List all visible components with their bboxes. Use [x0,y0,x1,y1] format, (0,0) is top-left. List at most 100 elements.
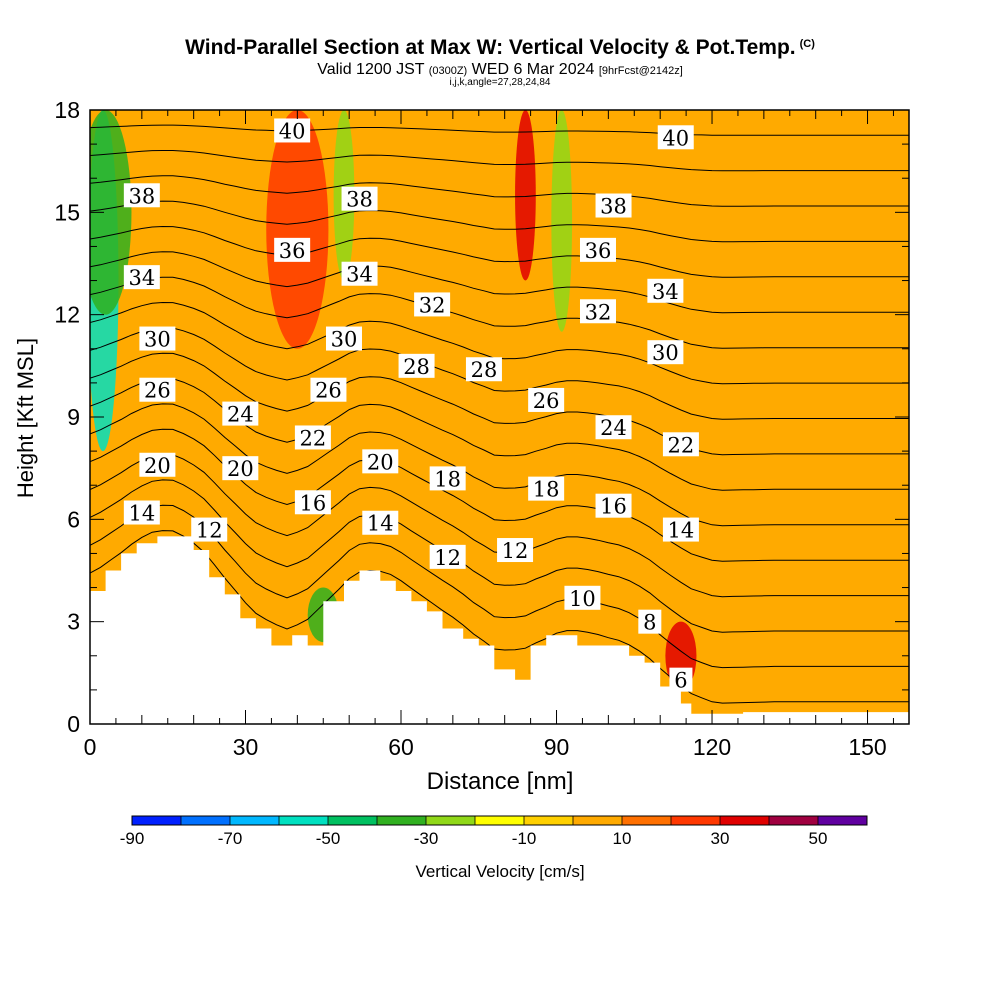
theta-label: 22 [668,433,695,457]
theta-label-box [647,340,684,365]
theta-label-box [497,538,534,563]
colorbar-swatch [426,816,475,825]
theta-label: 22 [300,426,327,450]
theta-contour-line [90,530,909,704]
colorbar-swatch [132,816,181,825]
theta-label: 32 [585,300,612,324]
theta-label: 18 [434,467,461,491]
colorbar-swatch [475,816,524,825]
theta-label: 20 [367,450,394,474]
theta-label: 40 [279,119,306,143]
y-tick-label: 6 [67,506,80,532]
colorbar: -90 -70 -50 -30 -10 10 30 50 [120,815,868,848]
forecast-info: [9hrFcst@2142z] [598,65,683,77]
velocity-feature [551,110,573,332]
theta-label: 38 [346,188,373,212]
theta-label-box [123,265,160,290]
theta-label-box [191,517,228,542]
y-axis-title: Height [Kft MSL] [13,337,38,499]
theta-contour-line [90,225,909,278]
y-tick-label: 3 [67,609,80,635]
x-tick-label: 90 [544,734,570,760]
theta-label: 28 [403,355,430,379]
theta-label: 26 [144,379,171,403]
theta-contour-line [90,124,909,136]
theta-label: 30 [144,328,171,352]
colorbar-tick-label: -70 [218,829,243,848]
theta-label-box [465,357,502,382]
theta-contour-line [90,504,909,669]
theta-label-box [528,476,565,501]
theta-label: 12 [502,539,529,563]
x-axis-title: Distance [nm] [426,768,574,795]
theta-contour-line [90,327,909,420]
theta-label: 24 [600,416,627,440]
colorbar-tick-label: -30 [414,829,439,848]
colorbar-tick-label: 10 [613,829,632,848]
theta-label-box [398,353,435,378]
theta-label: 8 [643,611,656,635]
theta-label-box [595,415,632,440]
theta-label: 16 [600,495,627,519]
theta-label-box [662,517,699,542]
theta-label-box [564,585,601,610]
theta-label: 6 [674,669,687,693]
theta-label-box [139,452,176,477]
theta-label-box [528,387,565,412]
colorbar-swatch [181,816,230,825]
colorbar-tick-label: 30 [711,829,730,848]
y-tick-label: 18 [54,97,80,123]
theta-label: 36 [279,239,306,263]
theta-label: 16 [300,491,327,515]
y-tick-label: 15 [54,199,80,225]
copyright-mark: (C) [799,38,815,50]
velocity-feature [90,110,132,315]
theta-label: 34 [346,263,373,287]
theta-label-box [669,667,693,692]
colorbar-swatch [818,816,867,825]
theta-contour-line [90,403,909,527]
theta-label: 14 [128,502,155,526]
theta-label: 34 [128,266,155,290]
theta-label-box [595,493,632,518]
valid-time-line: Valid 1200 JST (0300Z) WED 6 Mar 2024 [9… [0,61,1000,79]
grid-indices: i,j,k,angle=27,28,24,84 [449,77,551,88]
theta-label-box [274,118,311,143]
theta-contour-line [90,150,909,172]
theta-contour-line [90,200,909,243]
theta-label: 18 [533,478,560,502]
colorbar-tick-label: 50 [809,829,828,848]
theta-label-box [429,544,466,569]
y-tick-label: 0 [67,711,80,737]
theta-label: 40 [662,126,689,150]
theta-label-box [123,500,160,525]
theta-label: 30 [652,341,679,365]
theta-label-box [139,326,176,351]
theta-label: 14 [668,519,695,543]
colorbar-swatch [671,816,720,825]
theta-label-box [325,326,362,351]
theta-label: 12 [434,546,461,570]
theta-label-box [579,299,616,324]
theta-contour-line [90,251,909,314]
theta-label: 26 [533,389,560,413]
theta-label-box [362,510,399,535]
theta-label: 36 [585,239,612,263]
chart-title: Wind-Parallel Section at Max W: Vertical… [0,36,1000,60]
x-tick-label: 60 [388,734,414,760]
valid-date: WED 6 Mar 2024 [471,61,595,78]
theta-label-box [662,432,699,457]
colorbar-swatch [230,816,279,825]
y-tick-label: 9 [67,404,80,430]
theta-label: 28 [471,358,498,382]
theta-label-box [638,609,662,634]
x-tick-label: 150 [848,734,886,760]
x-tick-label: 0 [84,734,97,760]
valid-time-jst: Valid 1200 JST [317,61,425,78]
valid-time-utc: (0300Z) [428,65,468,77]
theta-label-box [429,466,466,491]
terrain-mask [90,536,909,724]
x-tick-label: 30 [233,734,259,760]
theta-label-box [657,125,694,150]
theta-label: 14 [367,512,394,536]
